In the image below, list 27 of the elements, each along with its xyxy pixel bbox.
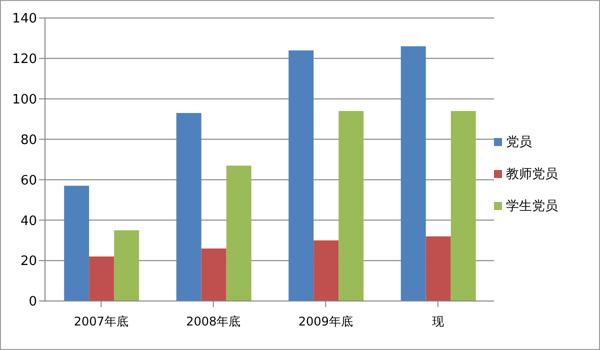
bar <box>64 186 90 301</box>
bar <box>176 113 202 301</box>
y-tick-label: 60 <box>20 173 37 188</box>
bar <box>400 46 426 301</box>
y-tick-label: 0 <box>28 294 37 310</box>
x-tick-label: 2007年底 <box>74 314 128 329</box>
y-tick-label: 100 <box>12 92 37 108</box>
y-tick-label: 140 <box>12 12 37 27</box>
bar <box>226 166 252 301</box>
bar <box>288 50 314 301</box>
bar <box>338 110 364 301</box>
legend-label: 党员 <box>506 135 532 150</box>
bar <box>426 236 451 301</box>
y-tick-label: 40 <box>20 214 37 229</box>
bar <box>201 248 226 301</box>
y-tick-label: 120 <box>12 52 37 68</box>
y-tick-label: 80 <box>20 132 37 148</box>
y-tick-label: 20 <box>20 254 37 270</box>
bar <box>450 110 476 301</box>
x-tick-label: 2008年底 <box>186 314 241 329</box>
bar <box>89 256 114 301</box>
legend-label: 教师党员 <box>506 167 558 182</box>
x-tick-label: 2009年底 <box>298 314 353 329</box>
legend-label: 学生党员 <box>506 199 558 214</box>
bar <box>314 240 339 301</box>
x-tick-label: 现 <box>432 314 444 329</box>
bar <box>114 230 140 301</box>
